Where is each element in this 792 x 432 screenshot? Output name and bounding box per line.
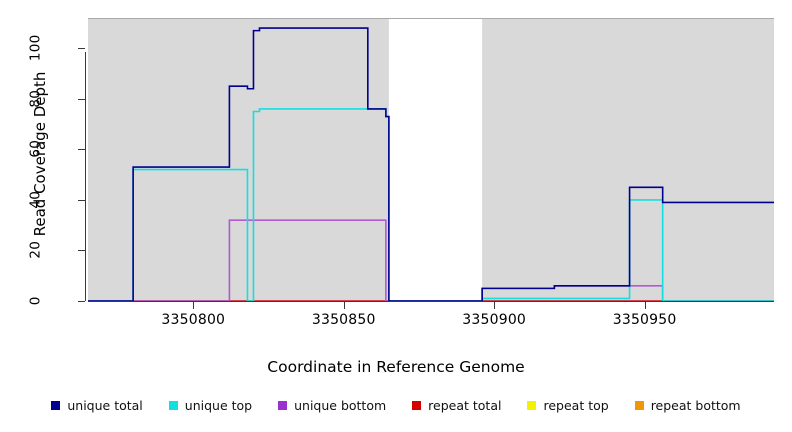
x-tick-label: 3350950: [612, 312, 677, 328]
legend-swatch-icon: [634, 401, 644, 410]
legend-swatch-icon: [51, 401, 61, 410]
shaded-bands: [88, 18, 774, 301]
legend-item[interactable]: unique bottom: [278, 398, 386, 413]
x-tick-mark: [494, 302, 496, 309]
y-axis: 0 20 40 60 80 100 Read Coverage Depth: [0, 0, 88, 320]
legend-item[interactable]: repeat bottom: [634, 398, 741, 413]
legend-label: unique top: [184, 398, 253, 413]
y-tick-mark: [78, 98, 85, 100]
legend-item[interactable]: unique top: [168, 398, 253, 413]
legend-label: repeat bottom: [650, 398, 741, 413]
legend-item[interactable]: unique total: [51, 398, 143, 413]
legend-label: unique bottom: [294, 398, 387, 413]
shaded-band: [482, 18, 774, 301]
x-tick-label: 3350850: [311, 312, 376, 328]
x-axis: 3350800 3350850 3350900 3350950 Coordinate …: [0, 300, 792, 376]
series-line: [88, 27, 774, 301]
legend-swatch-icon: [412, 401, 422, 410]
legend-label: unique total: [67, 398, 143, 413]
x-axis-title: Coordinate in Reference Genome: [267, 358, 525, 376]
plot-canvas: [88, 18, 774, 301]
x-tick-label: 3350800: [161, 312, 226, 328]
x-tick-mark: [644, 302, 646, 309]
series-lines: [88, 27, 774, 301]
x-tick-label: 3350900: [462, 312, 527, 328]
legend-item[interactable]: repeat top: [527, 398, 609, 413]
shaded-band: [88, 18, 389, 301]
y-axis-line: [85, 52, 86, 301]
legend: unique total unique top unique bottom repea…: [0, 398, 792, 413]
y-tick-mark: [78, 48, 85, 50]
legend-swatch-icon: [168, 401, 178, 410]
legend-label: repeat total: [428, 398, 502, 413]
y-tick-mark: [78, 250, 85, 252]
y-tick-mark: [78, 301, 85, 302]
x-tick-mark: [343, 302, 345, 309]
y-tick-mark: [78, 199, 85, 201]
legend-swatch-icon: [278, 401, 288, 410]
legend-label: repeat top: [543, 398, 609, 413]
legend-item[interactable]: repeat total: [412, 398, 501, 413]
plot-svg: [88, 18, 774, 301]
x-axis-line: [88, 301, 774, 302]
y-tick-mark: [78, 149, 85, 151]
y-axis-title: Read Coverage Depth: [31, 71, 49, 237]
x-tick-mark: [193, 302, 195, 309]
legend-swatch-icon: [527, 401, 537, 410]
